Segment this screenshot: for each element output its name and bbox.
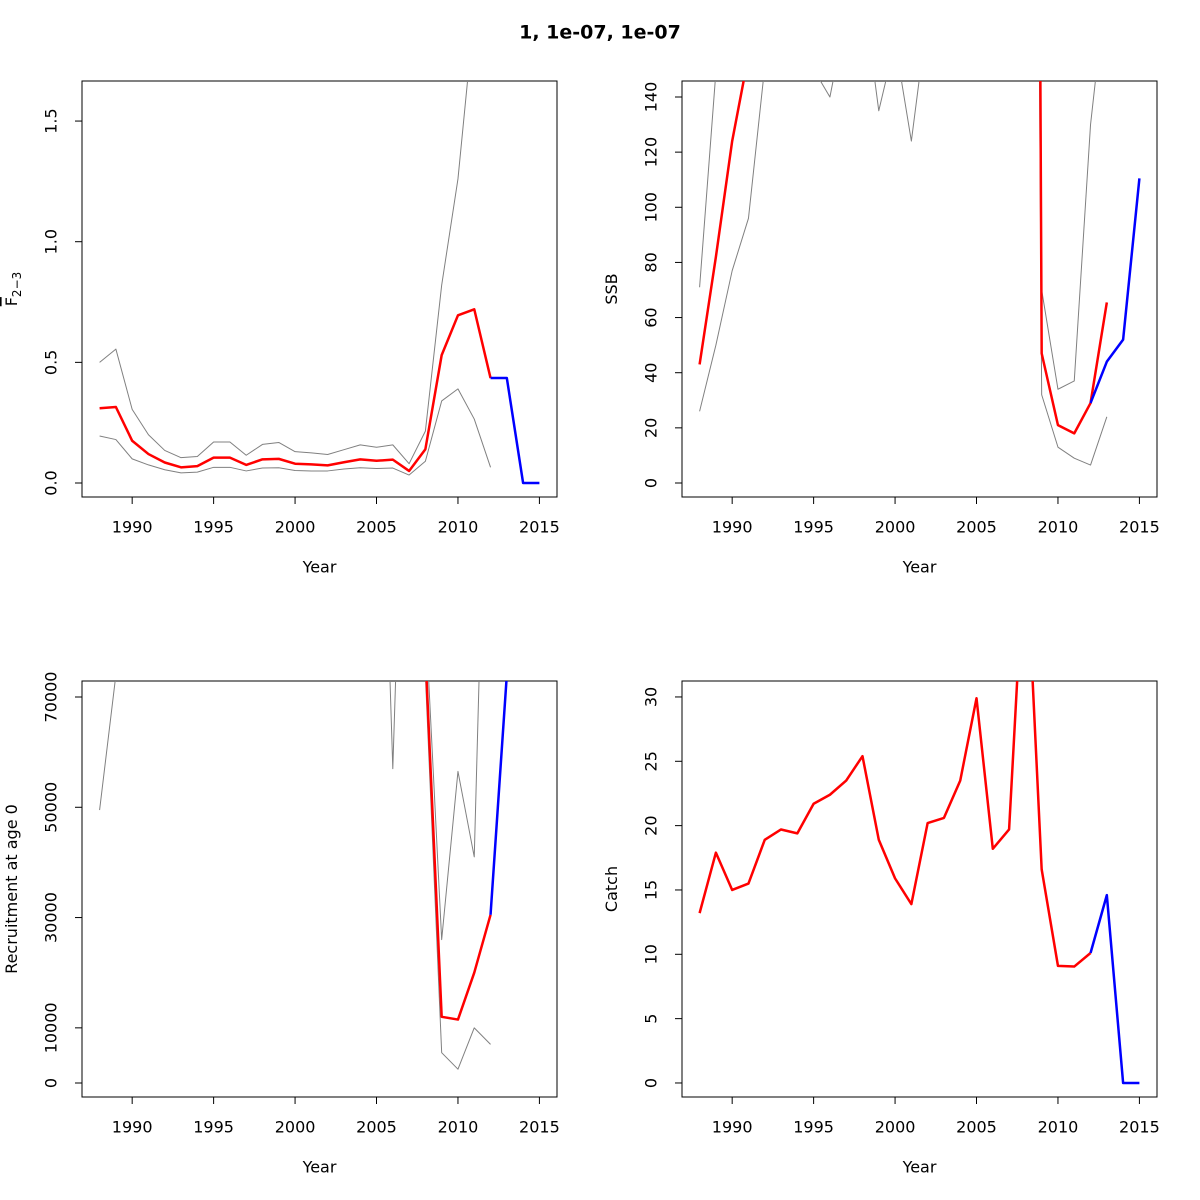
x-tick-label: 2000: [875, 1118, 916, 1137]
y-tick-label: 80: [642, 252, 661, 272]
x-tick-label: 1995: [193, 1118, 234, 1137]
y-tick-label: 30: [642, 687, 661, 707]
y-tick-label: 60: [642, 307, 661, 327]
panel: 1990 1995 2000 2005 2010 2015 0 5 10 15 20 25 30 Year…: [602, 680, 1160, 1177]
series-line: [99, 81, 469, 465]
x-axis-label: Year: [302, 1158, 337, 1177]
y-tick-label: 1.5: [42, 108, 61, 133]
x-tick-label: 2015: [1119, 518, 1160, 537]
y-tick-label: 10: [642, 944, 661, 964]
y-tick-label: 140: [642, 82, 661, 113]
x-axis-label: Year: [302, 558, 337, 577]
x-tick-label: 1995: [793, 1118, 834, 1137]
y-axis-label: SSB: [602, 273, 621, 304]
y-axis-label-subscript: 2−3: [10, 272, 24, 297]
series-line: [489, 681, 508, 915]
series-line: [425, 681, 491, 1070]
series-line: [698, 81, 1109, 435]
y-axis-label: Recruitment at age 0: [2, 804, 21, 974]
series-line: [699, 81, 1096, 390]
x-tick-label: 2005: [956, 1118, 997, 1137]
panel: 1990 1995 2000 2005 2010 2015 0.0 0.5 1.0 1.5 Year…: [2, 80, 560, 577]
panel: 1990 1995 2000 2005 2010 2015 0 10000 30000 50000…: [2, 672, 560, 1177]
y-tick-label: 15: [642, 880, 661, 900]
x-tick-label: 2015: [519, 1118, 560, 1137]
x-tick-label: 1990: [712, 1118, 753, 1137]
series-line: [425, 681, 492, 1021]
x-tick-label: 2010: [438, 518, 479, 537]
series-line: [699, 81, 1108, 466]
y-axis-label: F2−3: [2, 272, 24, 307]
series-line: [490, 376, 540, 485]
y-tick-label: 0: [42, 1078, 61, 1088]
x-tick-label: 2000: [275, 1118, 316, 1137]
y-tick-label: 20: [642, 418, 661, 438]
y-tick-label: 20: [642, 815, 661, 835]
x-axis-label: Year: [902, 558, 937, 577]
y-tick-label: 40: [642, 363, 661, 383]
y-tick-label: 120: [642, 137, 661, 168]
panel: 1990 1995 2000 2005 2010 2015 0 20 40 60 80 100 120 1…: [602, 80, 1160, 577]
plot-frame: [681, 680, 1158, 1098]
series-line: [698, 681, 1092, 968]
x-tick-label: 2005: [356, 518, 397, 537]
x-tick-label: 2005: [956, 518, 997, 537]
x-tick-label: 1990: [112, 1118, 153, 1137]
series-line: [99, 308, 492, 473]
x-tick-label: 2010: [1038, 518, 1079, 537]
y-tick-label: 0: [642, 478, 661, 488]
series-line: [1089, 893, 1140, 1085]
y-tick-label: 30000: [42, 892, 61, 943]
x-tick-label: 1990: [712, 518, 753, 537]
y-tick-label: 50000: [42, 782, 61, 833]
y-tick-label: 1.0: [42, 229, 61, 254]
x-tick-label: 2005: [356, 1118, 397, 1137]
x-tick-label: 2015: [519, 518, 560, 537]
y-tick-label: 25: [642, 751, 661, 771]
figure-title: 1, 1e-07, 1e-07: [519, 22, 681, 44]
y-tick-label: 0.0: [42, 470, 61, 495]
y-tick-label: 0: [642, 1078, 661, 1088]
series-line: [1089, 178, 1141, 404]
x-tick-label: 2010: [438, 1118, 479, 1137]
plot-frame: [81, 680, 558, 1098]
x-tick-label: 1995: [193, 518, 234, 537]
y-axis-label-text: F: [2, 297, 21, 306]
y-tick-label: 5: [642, 1014, 661, 1024]
x-tick-label: 1995: [793, 518, 834, 537]
y-axis-label-text: Recruitment at age 0: [2, 804, 21, 974]
y-axis-label: Catch: [602, 866, 621, 912]
x-tick-label: 2010: [1038, 1118, 1079, 1137]
y-tick-label: 10000: [42, 1002, 61, 1053]
x-tick-label: 1990: [112, 518, 153, 537]
y-tick-label: 100: [642, 192, 661, 223]
plot-frame: [81, 80, 558, 498]
y-axis-label-text: SSB: [602, 273, 621, 304]
plot-frame: [681, 80, 1158, 498]
series-line: [99, 388, 492, 476]
x-tick-label: 2000: [875, 518, 916, 537]
y-tick-label: 0.5: [42, 350, 61, 375]
y-tick-label: 70000: [42, 672, 61, 723]
x-axis-label: Year: [902, 1158, 937, 1177]
y-axis-label-text: Catch: [602, 866, 621, 912]
x-tick-label: 2000: [275, 518, 316, 537]
x-tick-label: 2015: [1119, 1118, 1160, 1137]
